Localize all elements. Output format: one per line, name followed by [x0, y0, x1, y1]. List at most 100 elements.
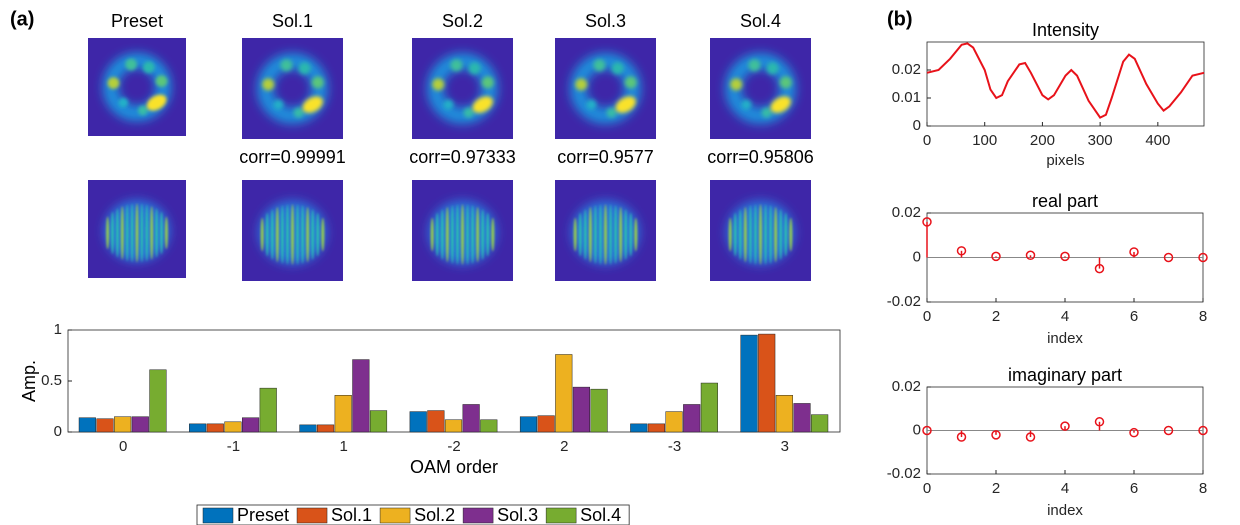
bar: [445, 420, 462, 432]
spot: [767, 62, 779, 74]
bar: [648, 424, 665, 432]
legend-swatch: [380, 508, 410, 523]
spot: [780, 76, 792, 88]
x-tick-label: 300: [1088, 132, 1113, 149]
x-axis-label: pixels: [1046, 152, 1084, 169]
bar: [410, 412, 427, 432]
fringe: [271, 209, 274, 259]
bar: [260, 388, 277, 432]
spot: [593, 59, 605, 71]
corr-label: corr=0.99991: [239, 147, 346, 167]
bar: [811, 415, 828, 432]
x-axis-label: OAM order: [410, 457, 498, 477]
spot: [299, 62, 311, 74]
bar: [630, 424, 647, 432]
x-tick-label: 0: [923, 308, 931, 325]
legend-label: Preset: [237, 505, 289, 525]
corr-label: corr=0.97333: [409, 147, 516, 167]
fringe: [296, 205, 299, 265]
fringe: [276, 207, 279, 262]
fringe: [126, 205, 129, 261]
bar: [353, 360, 370, 432]
bar: [300, 425, 317, 432]
fringe: [155, 208, 158, 257]
fringe: [266, 213, 269, 257]
bar: [591, 389, 608, 432]
legend-swatch: [203, 508, 233, 523]
chart-title: real part: [1032, 191, 1098, 211]
y-tick-label: 0: [913, 117, 921, 134]
interference-image: [412, 180, 513, 281]
fringe: [574, 218, 577, 251]
intensity-image: [88, 38, 186, 136]
legend-label: Sol.4: [580, 505, 621, 525]
y-tick-label: 0.5: [41, 372, 62, 389]
fringe: [476, 207, 479, 262]
x-tick-label: 2: [992, 480, 1000, 497]
intensity-image: [242, 38, 343, 139]
spot: [464, 108, 474, 118]
x-tick-label: 3: [781, 438, 789, 455]
bar: [758, 334, 775, 432]
image-title: Preset: [111, 11, 163, 31]
fringe: [160, 212, 163, 254]
y-tick-label: 0.02: [892, 378, 921, 395]
fringe: [456, 205, 459, 265]
x-tick-label: 400: [1145, 132, 1170, 149]
spot: [607, 108, 617, 118]
legend-label: Sol.2: [414, 505, 455, 525]
bar: [189, 424, 206, 432]
x-tick-label: -3: [668, 438, 681, 455]
bar: [794, 403, 811, 432]
fringe: [589, 207, 592, 262]
fringe: [579, 213, 582, 257]
fringe: [150, 206, 153, 259]
legend-swatch: [297, 508, 327, 523]
spot: [312, 76, 324, 88]
bar: [207, 424, 224, 432]
x-tick-label: 0: [923, 132, 931, 149]
y-axis-label: Amp.: [19, 360, 39, 402]
y-tick-label: 1: [54, 321, 62, 338]
chart-title: imaginary part: [1008, 365, 1122, 385]
x-axis-label: index: [1047, 330, 1083, 347]
fringe: [594, 205, 597, 263]
fringe: [784, 213, 787, 257]
fringe: [111, 212, 114, 254]
x-axis-label: index: [1047, 502, 1083, 519]
x-tick-label: 8: [1199, 480, 1207, 497]
bar: [463, 404, 480, 432]
image-title: Sol.2: [442, 11, 483, 31]
bar: [225, 422, 242, 432]
fringe: [729, 218, 732, 251]
fringe: [471, 205, 474, 263]
image-title: Sol.4: [740, 11, 781, 31]
x-tick-label: 4: [1061, 308, 1069, 325]
chart-title: Intensity: [1032, 20, 1099, 40]
corr-label: corr=0.9577: [557, 147, 654, 167]
fringe: [466, 205, 469, 265]
corr-label: corr=0.95806: [707, 147, 814, 167]
x-tick-label: 6: [1130, 480, 1138, 497]
fringe: [321, 218, 324, 251]
spot: [741, 100, 751, 110]
spot: [450, 59, 462, 71]
spot: [469, 62, 481, 74]
fringe: [441, 209, 444, 259]
fringe: [624, 209, 627, 259]
bar: [741, 335, 758, 432]
spot: [138, 106, 148, 116]
y-tick-label: 0.01: [892, 89, 921, 106]
fringe: [116, 208, 119, 257]
spot: [762, 108, 772, 118]
y-tick-label: 0.02: [892, 204, 921, 221]
figure: (a) (b) PresetSol.1corr=0.99991Sol.2corr…: [0, 0, 1240, 525]
x-tick-label: -2: [447, 438, 460, 455]
fringe: [779, 209, 782, 259]
spot: [143, 62, 155, 74]
panel-label: (a): [10, 8, 34, 30]
x-tick-label: 6: [1130, 308, 1138, 325]
x-tick-label: 100: [972, 132, 997, 149]
fringe: [619, 207, 622, 262]
fringe: [306, 207, 309, 262]
